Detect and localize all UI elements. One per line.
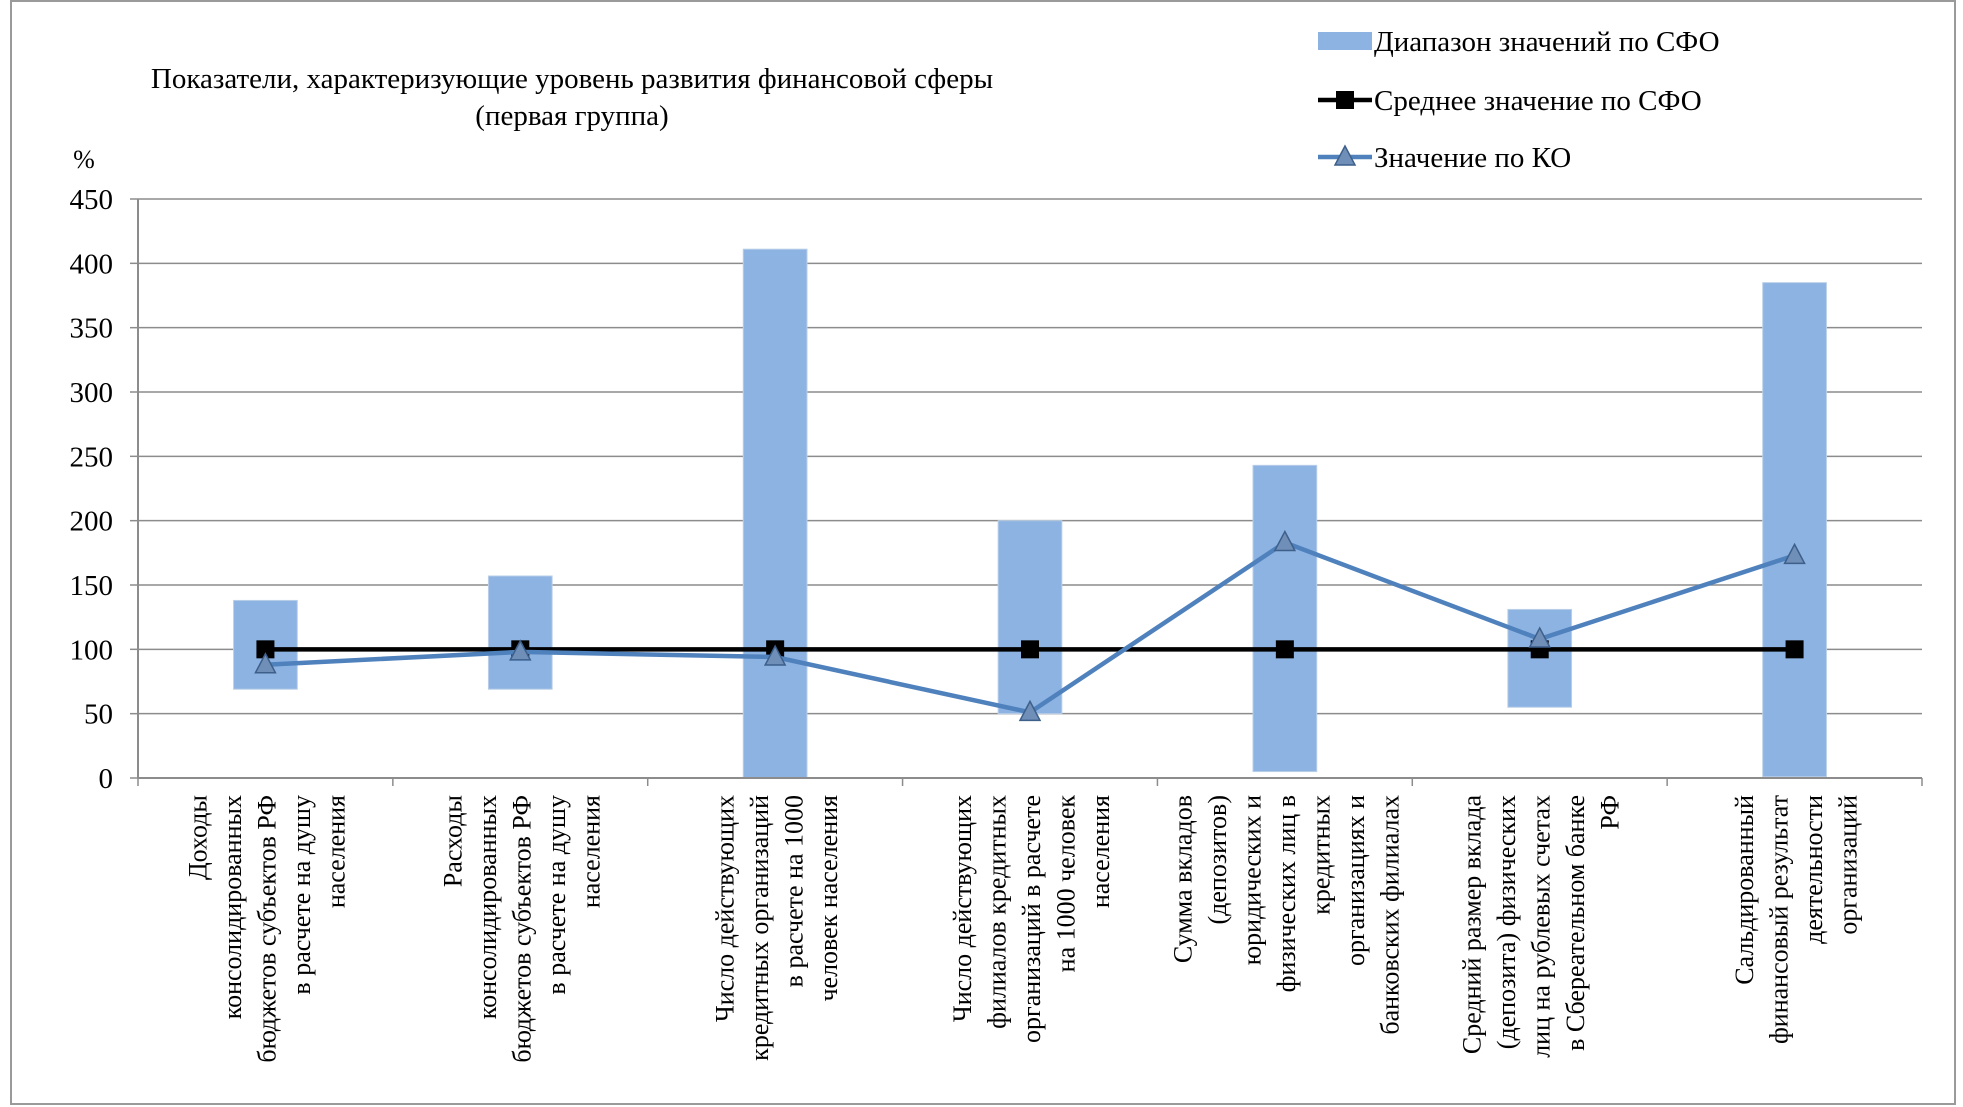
x-category-label-line: организациях и bbox=[1341, 795, 1370, 966]
range-bar bbox=[1252, 464, 1318, 773]
x-category-label-line: консолидированных bbox=[473, 795, 502, 1019]
y-tick-label: 0 bbox=[99, 763, 114, 795]
x-category-label-line: в расчете на душу bbox=[542, 795, 571, 995]
series-lines bbox=[254, 529, 1806, 722]
x-category-label-line: населения bbox=[321, 795, 350, 908]
x-category-label-line: организаций bbox=[1833, 795, 1862, 935]
range-bar bbox=[1507, 608, 1573, 708]
x-category-label-line: (депозитов) bbox=[1203, 795, 1232, 924]
y-tick-label: 50 bbox=[84, 699, 113, 731]
ko-marker-triangle bbox=[1783, 542, 1806, 565]
y-tick-label: 350 bbox=[70, 313, 114, 345]
y-tick-label: 150 bbox=[70, 570, 114, 602]
x-category-label-line: бюджетов субъектов РФ bbox=[252, 795, 281, 1063]
mean-marker-square bbox=[1275, 640, 1294, 659]
mean-marker-square bbox=[1785, 640, 1804, 659]
legend-item: Среднее значение по СФО bbox=[1318, 85, 1702, 117]
x-category-label-line: человек населения bbox=[814, 795, 843, 1002]
x-category-label-line: финансовый результат bbox=[1764, 795, 1793, 1044]
x-category-label-line: РФ bbox=[1596, 795, 1625, 830]
range-bar bbox=[487, 575, 553, 690]
x-category-label-line: Расходы bbox=[438, 795, 467, 887]
mean-marker-square bbox=[256, 640, 275, 659]
x-category-label-line: Сальдированный bbox=[1730, 795, 1759, 985]
legend-label: Среднее значение по СФО bbox=[1374, 85, 1702, 117]
x-category-label: Сальдированный финансовый результат деятел… bbox=[1730, 795, 1863, 1044]
y-tick-label: 250 bbox=[70, 441, 114, 473]
x-category-label-line: банковских филиалах bbox=[1375, 795, 1404, 1035]
range-bar bbox=[1762, 282, 1827, 778]
y-tick-label: 300 bbox=[70, 377, 114, 409]
x-category-label-line: Средний размер вклада bbox=[1458, 795, 1487, 1055]
y-tick-label: 100 bbox=[70, 634, 114, 666]
chart-title-line: Показатели, характеризующие уровень разв… bbox=[151, 63, 993, 95]
x-category-label-line: Доходы bbox=[183, 795, 212, 880]
ko-marker-triangle bbox=[763, 644, 787, 666]
x-category-label-line: в расчете на душу bbox=[287, 795, 316, 995]
x-category-label-line: населения bbox=[576, 795, 605, 908]
x-category-label-line: консолидированных bbox=[218, 795, 247, 1019]
x-category-label-line: Число действующих bbox=[710, 795, 739, 1022]
x-category-label-line: организаций в расчете bbox=[1017, 795, 1046, 1043]
y-axis-label: % bbox=[73, 145, 95, 174]
legend: Диапазон значений по СФО Среднее значение… bbox=[1318, 26, 1720, 174]
range-bar bbox=[997, 520, 1063, 715]
range-bars bbox=[233, 248, 1827, 779]
x-category-label-line: на 1000 человек bbox=[1052, 795, 1081, 973]
legend-marker-square bbox=[1336, 91, 1354, 109]
x-category-label-line: филиалов кредитных bbox=[983, 795, 1012, 1029]
x-category-label-line: кредитных bbox=[1306, 795, 1335, 915]
legend-marker-triangle bbox=[1333, 144, 1357, 166]
legend-label: Диапазон значений по СФО bbox=[1374, 26, 1720, 58]
x-category-label-line: в Сбереательном банке bbox=[1561, 795, 1590, 1051]
x-category-label: Средний размер вклада (депозита) физическ… bbox=[1458, 795, 1625, 1058]
x-category-label-line: лиц на рублевых счетах bbox=[1527, 795, 1556, 1058]
y-tick-label: 450 bbox=[70, 184, 114, 216]
x-category-label: Число действующих кредитных организаций в … bbox=[710, 795, 843, 1061]
ko-marker-triangle bbox=[254, 652, 277, 674]
x-category-label-line: физических лиц в bbox=[1272, 795, 1301, 992]
x-category-label-line: населения bbox=[1086, 795, 1115, 908]
x-category-label-line: (депозита) физических bbox=[1492, 795, 1521, 1049]
x-category-label: Число действующих филиалов кредитных орган… bbox=[948, 795, 1115, 1043]
x-category-label-line: деятельности bbox=[1799, 795, 1828, 944]
ko-marker-triangle bbox=[1018, 699, 1042, 722]
x-category-label-line: юридических и bbox=[1237, 795, 1266, 965]
ko-marker-triangle bbox=[509, 639, 532, 661]
x-category-labels: Доходы консолидированных бюджетов субъекто… bbox=[183, 795, 1862, 1063]
legend-label: Значение по КО bbox=[1374, 142, 1571, 174]
y-tick-labels: 0 50 100 150 200 250 300 350 400 450 bbox=[70, 184, 114, 795]
legend-item: Диапазон значений по СФО bbox=[1318, 26, 1720, 58]
legend-swatch-range bbox=[1318, 32, 1372, 50]
mean-marker-square bbox=[1021, 640, 1039, 659]
x-category-label: Сумма вкладов (депозитов) юридических и физ… bbox=[1168, 795, 1404, 1035]
legend-item: Значение по КО bbox=[1318, 142, 1571, 174]
chart-frame bbox=[10, 0, 1956, 1105]
x-category-label: Доходы консолидированных бюджетов субъекто… bbox=[183, 795, 350, 1063]
y-tick-label: 200 bbox=[70, 506, 114, 538]
y-tick-label: 400 bbox=[70, 248, 114, 280]
x-category-label-line: в расчете на 1000 bbox=[779, 795, 808, 987]
ko-marker-triangle bbox=[1528, 626, 1551, 648]
x-category-label-line: кредитных организаций bbox=[745, 795, 774, 1061]
x-category-label: Расходы консолидированных бюджетов субъект… bbox=[438, 795, 605, 1063]
x-category-label-line: бюджетов субъектов РФ bbox=[507, 795, 536, 1063]
x-category-label-line: Число действующих bbox=[948, 795, 977, 1022]
x-category-label-line: Сумма вкладов bbox=[1168, 795, 1197, 963]
axes bbox=[130, 198, 1923, 786]
chart-title: Показатели, характеризующие уровень разв… bbox=[151, 63, 993, 132]
ko-marker-triangle bbox=[1273, 529, 1297, 552]
range-bar bbox=[742, 248, 808, 779]
chart-title-line: (первая группа) bbox=[475, 100, 668, 132]
